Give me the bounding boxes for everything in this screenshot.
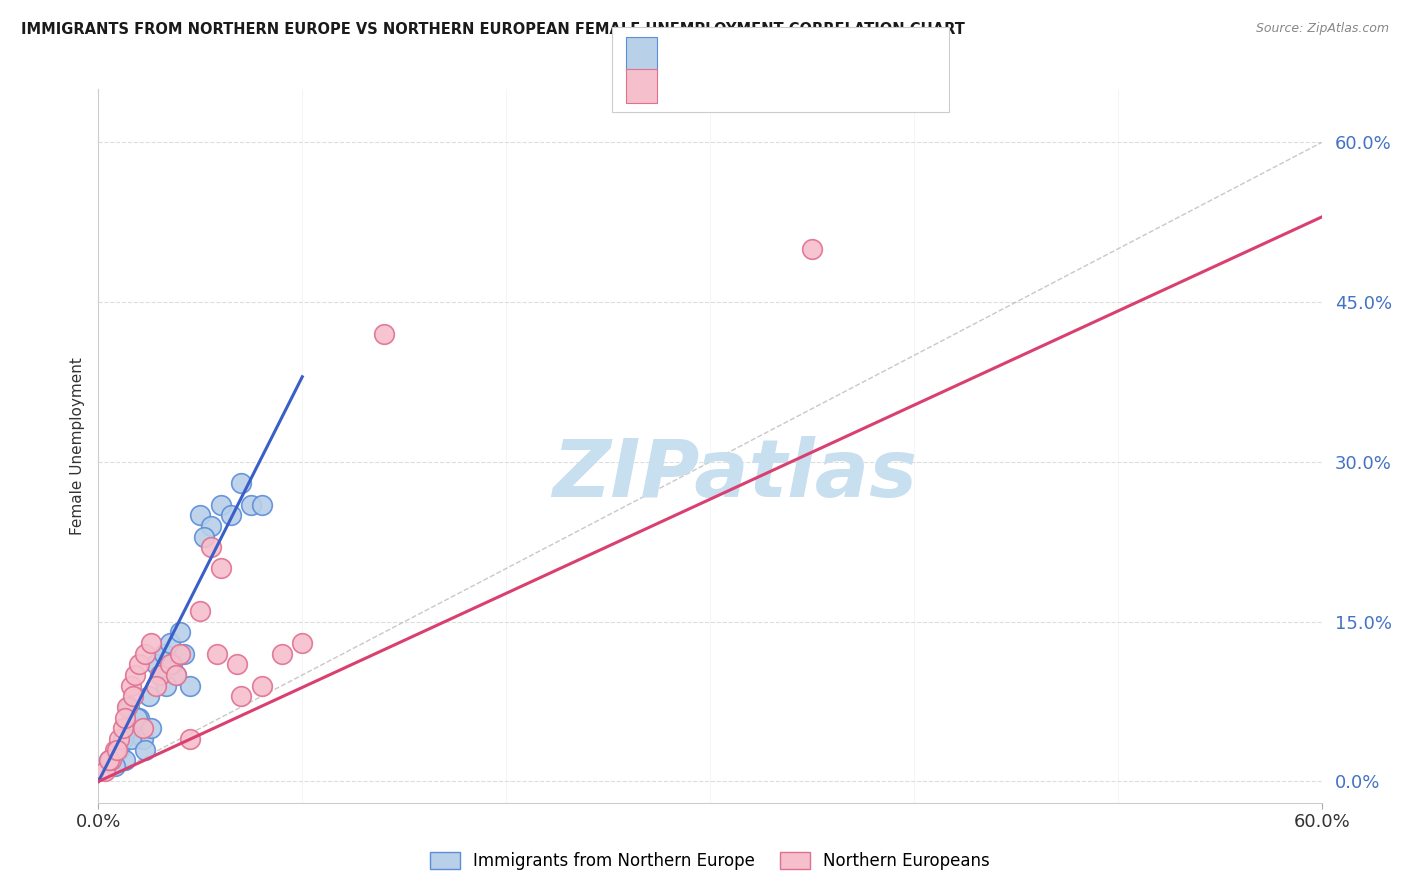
Point (209, 561, 232, 575)
Legend: Immigrants from Northern Europe, Northern Europeans: Immigrants from Northern Europe, Norther… (423, 845, 997, 877)
Point (145, 657, 167, 672)
Point (108, 742, 131, 756)
Text: IMMIGRANTS FROM NORTHERN EUROPE VS NORTHERN EUROPEAN FEMALE UNEMPLOYMENT CORRELA: IMMIGRANTS FROM NORTHERN EUROPE VS NORTH… (21, 22, 965, 37)
Text: 32: 32 (820, 45, 844, 63)
Point (93, 764, 115, 778)
Text: 0.612: 0.612 (707, 45, 759, 63)
Point (134, 742, 156, 756)
Point (149, 668, 172, 682)
Point (169, 647, 191, 661)
Point (209, 498, 232, 512)
Point (373, 327, 395, 342)
Point (134, 647, 156, 661)
Point (108, 731, 131, 746)
Point (120, 731, 142, 746)
Point (145, 679, 167, 693)
Point (115, 700, 138, 714)
Text: ZIPatlas: ZIPatlas (553, 435, 917, 514)
Text: N =: N = (773, 45, 810, 63)
Point (132, 731, 155, 746)
Text: R =: R = (665, 45, 702, 63)
Point (250, 679, 273, 693)
Point (104, 758, 127, 772)
Point (104, 742, 127, 756)
Point (111, 731, 134, 746)
Text: N =: N = (773, 77, 810, 95)
Point (128, 710, 150, 724)
Point (240, 498, 263, 512)
Point (160, 657, 183, 672)
Point (219, 508, 242, 523)
Point (124, 668, 146, 682)
Point (188, 508, 212, 523)
Point (179, 731, 201, 746)
Point (155, 679, 177, 693)
Point (270, 647, 294, 661)
Point (165, 668, 187, 682)
Point (132, 721, 155, 735)
Point (118, 700, 141, 714)
Point (179, 679, 201, 693)
Point (200, 519, 222, 533)
Point (193, 529, 215, 543)
Point (141, 636, 163, 650)
Text: 33: 33 (820, 77, 844, 95)
Point (97, 753, 120, 767)
Point (120, 679, 142, 693)
Point (159, 657, 181, 672)
Point (188, 604, 212, 618)
Point (128, 657, 150, 672)
Point (200, 540, 222, 554)
Point (149, 668, 172, 682)
Point (291, 636, 314, 650)
Point (127, 710, 149, 724)
Point (205, 647, 228, 661)
Point (231, 690, 253, 704)
Point (138, 690, 160, 704)
Point (801, 242, 824, 256)
Y-axis label: Female Unemployment: Female Unemployment (69, 357, 84, 535)
Point (159, 636, 181, 650)
Point (114, 753, 136, 767)
Point (105, 742, 128, 756)
Point (250, 498, 273, 512)
Point (169, 625, 191, 640)
Point (124, 721, 146, 735)
Text: Source: ZipAtlas.com: Source: ZipAtlas.com (1256, 22, 1389, 36)
Text: R =: R = (665, 77, 702, 95)
Point (100, 753, 122, 767)
Point (226, 657, 249, 672)
Text: 0.655: 0.655 (707, 77, 759, 95)
Point (122, 690, 145, 704)
Point (111, 721, 134, 735)
Point (231, 476, 253, 491)
Point (152, 647, 174, 661)
Point (114, 710, 136, 724)
Point (97, 753, 120, 767)
Point (141, 721, 163, 735)
Point (173, 647, 195, 661)
Point (165, 668, 187, 682)
